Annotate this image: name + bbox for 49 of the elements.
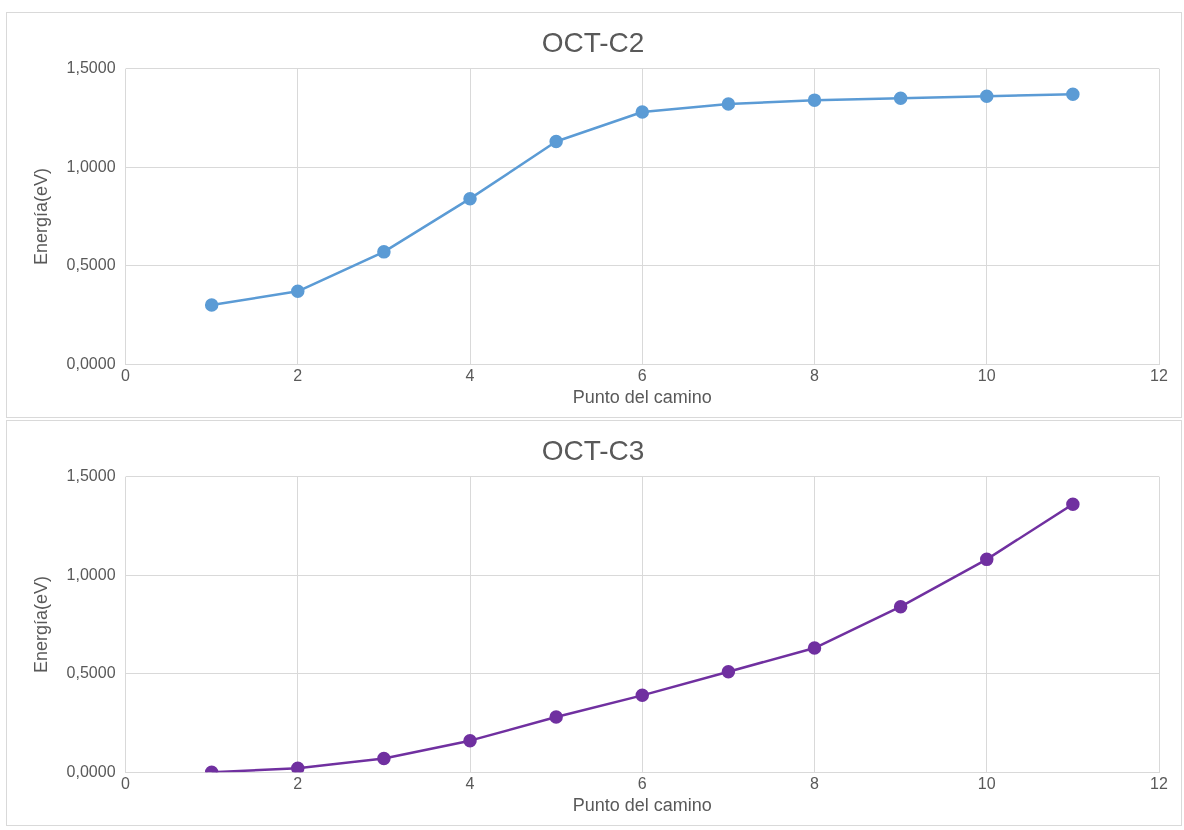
point [463, 733, 477, 748]
x-tick-label: 10 [977, 775, 996, 793]
point [635, 688, 650, 703]
chart-title: OCT-C3 [541, 434, 645, 466]
x-tick-label: 6 [637, 775, 647, 793]
point [1066, 497, 1080, 511]
point [635, 105, 650, 119]
x-tick-label: 2 [293, 775, 303, 793]
x-tick-label: 12 [1150, 775, 1168, 793]
y-axis-title: Energía(eV) [30, 575, 51, 673]
x-tick-label: 2 [293, 367, 303, 385]
y-tick-label: 1,5000 [66, 467, 116, 485]
point [377, 245, 391, 259]
point [721, 664, 736, 679]
point [721, 97, 736, 111]
point [204, 298, 219, 312]
point [980, 552, 994, 567]
y-tick-label: 0,5000 [66, 256, 116, 274]
point [291, 761, 305, 773]
x-tick-label: 6 [637, 367, 647, 385]
x-axis-title: Punto del camino [572, 795, 712, 816]
y-tick-label: 1,0000 [66, 157, 116, 175]
y-axis-title: Energía(eV) [30, 167, 51, 265]
chart-title: OCT-C2 [541, 26, 645, 58]
point [291, 284, 305, 299]
point [377, 751, 391, 766]
x-tick-label: 12 [1150, 367, 1168, 385]
x-tick-label: 8 [810, 775, 820, 793]
point [893, 91, 908, 105]
x-tick-label: 4 [465, 775, 475, 793]
point [463, 191, 477, 206]
point [807, 93, 822, 107]
x-tick-label: 10 [977, 367, 996, 385]
point [1066, 87, 1080, 101]
point [980, 89, 994, 103]
y-tick-label: 1,5000 [66, 59, 116, 77]
x-tick-label: 0 [121, 775, 131, 793]
y-tick-label: 1,0000 [66, 565, 116, 583]
point [549, 710, 563, 724]
point [893, 599, 908, 614]
x-tick-label: 4 [465, 367, 475, 385]
point [807, 641, 822, 655]
y-tick-label: 0,5000 [66, 664, 116, 682]
x-tick-label: 8 [810, 367, 820, 385]
x-axis-title: Punto del camino [572, 387, 712, 408]
y-tick-label: 0,0000 [66, 354, 116, 372]
point [549, 134, 563, 149]
y-tick-label: 0,0000 [66, 762, 116, 780]
x-tick-label: 0 [121, 367, 131, 385]
